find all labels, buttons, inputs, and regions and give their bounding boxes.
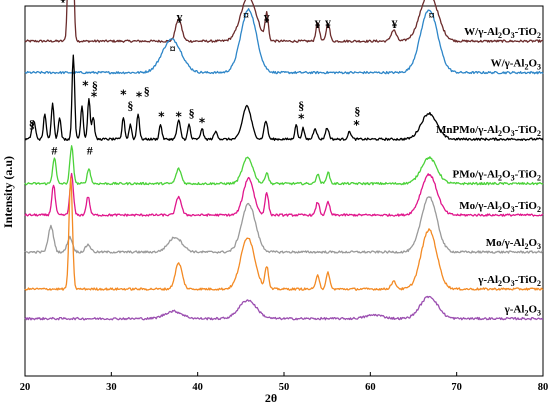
series-label: W/γ-Al2O3-TiO2	[464, 26, 541, 40]
series-line	[24, 8, 544, 75]
peak-marker: ¥	[60, 0, 66, 5]
x-tick-label: 20	[20, 382, 31, 393]
series-line	[24, 172, 544, 217]
peak-marker: *	[199, 115, 206, 129]
peak-annotations: *¥¥¤¥¥¥¥¤¤§*§**§*§**§*§*§*##	[29, 0, 435, 158]
peak-marker: *	[353, 118, 360, 132]
series-label: PMo/γ-Al2O3-TiO2	[453, 169, 541, 183]
x-tick-label: 30	[106, 382, 117, 393]
peak-marker: #	[87, 144, 93, 158]
peak-marker: §	[127, 99, 133, 113]
peak-marker: ¥	[177, 12, 183, 26]
peak-marker: ¥	[325, 17, 331, 31]
peak-marker: *	[298, 112, 305, 126]
series-lines	[24, 0, 544, 321]
plot-border	[24, 5, 544, 377]
peak-marker: ¤	[429, 8, 435, 22]
peak-marker: ¤	[170, 41, 176, 55]
series-line	[24, 54, 544, 141]
x-tick-label: 80	[538, 382, 549, 393]
peak-marker: §	[354, 104, 360, 118]
series-line	[24, 295, 544, 321]
peak-marker: *	[91, 89, 98, 103]
series-line	[24, 0, 544, 43]
x-tick-label: 50	[279, 382, 290, 393]
series-line	[24, 145, 544, 186]
series-line	[24, 196, 544, 254]
x-tick-label: 70	[451, 382, 462, 393]
series-label: MnPMo/γ-Al2O3-TiO2	[436, 124, 541, 138]
x-tick-label: 40	[192, 382, 203, 393]
peak-marker: §	[92, 78, 98, 92]
peak-marker: *	[120, 88, 127, 102]
x-axis-ticks: 20 30 40 50 60 70 80	[20, 372, 549, 393]
peak-marker: *	[176, 110, 183, 124]
peak-marker: ¥	[392, 17, 398, 31]
peak-marker: §	[189, 106, 195, 120]
series-line	[24, 176, 544, 291]
series-label: γ-Al2O3	[504, 304, 541, 318]
peak-marker: *	[136, 89, 143, 103]
peak-marker: §	[144, 84, 150, 98]
plot-frame	[24, 5, 544, 377]
peak-marker: *	[158, 110, 165, 124]
peak-marker: ¥	[315, 17, 321, 31]
peak-marker: *	[82, 78, 89, 92]
series-label: Mo/γ-Al2O3	[486, 237, 541, 251]
series-label: γ-Al2O3-TiO2	[477, 274, 541, 288]
peak-marker: #	[51, 144, 57, 158]
peak-marker: ¤	[243, 8, 249, 22]
peak-marker: ¥	[264, 12, 270, 26]
y-axis-title: Intensity (a.u)	[1, 156, 15, 228]
x-tick-label: 60	[365, 382, 376, 393]
x-axis-title: 2θ	[265, 391, 277, 405]
series-label: W/γ-Al2O3	[491, 58, 541, 72]
peak-marker: §	[29, 117, 35, 131]
series-labels: W/γ-Al2O3-TiO2 W/γ-Al2O3 MnPMo/γ-Al2O3-TiO…	[436, 26, 541, 318]
series-label: Mo/γ-Al2O3-TiO2	[459, 200, 541, 214]
peak-marker: §	[298, 99, 304, 113]
